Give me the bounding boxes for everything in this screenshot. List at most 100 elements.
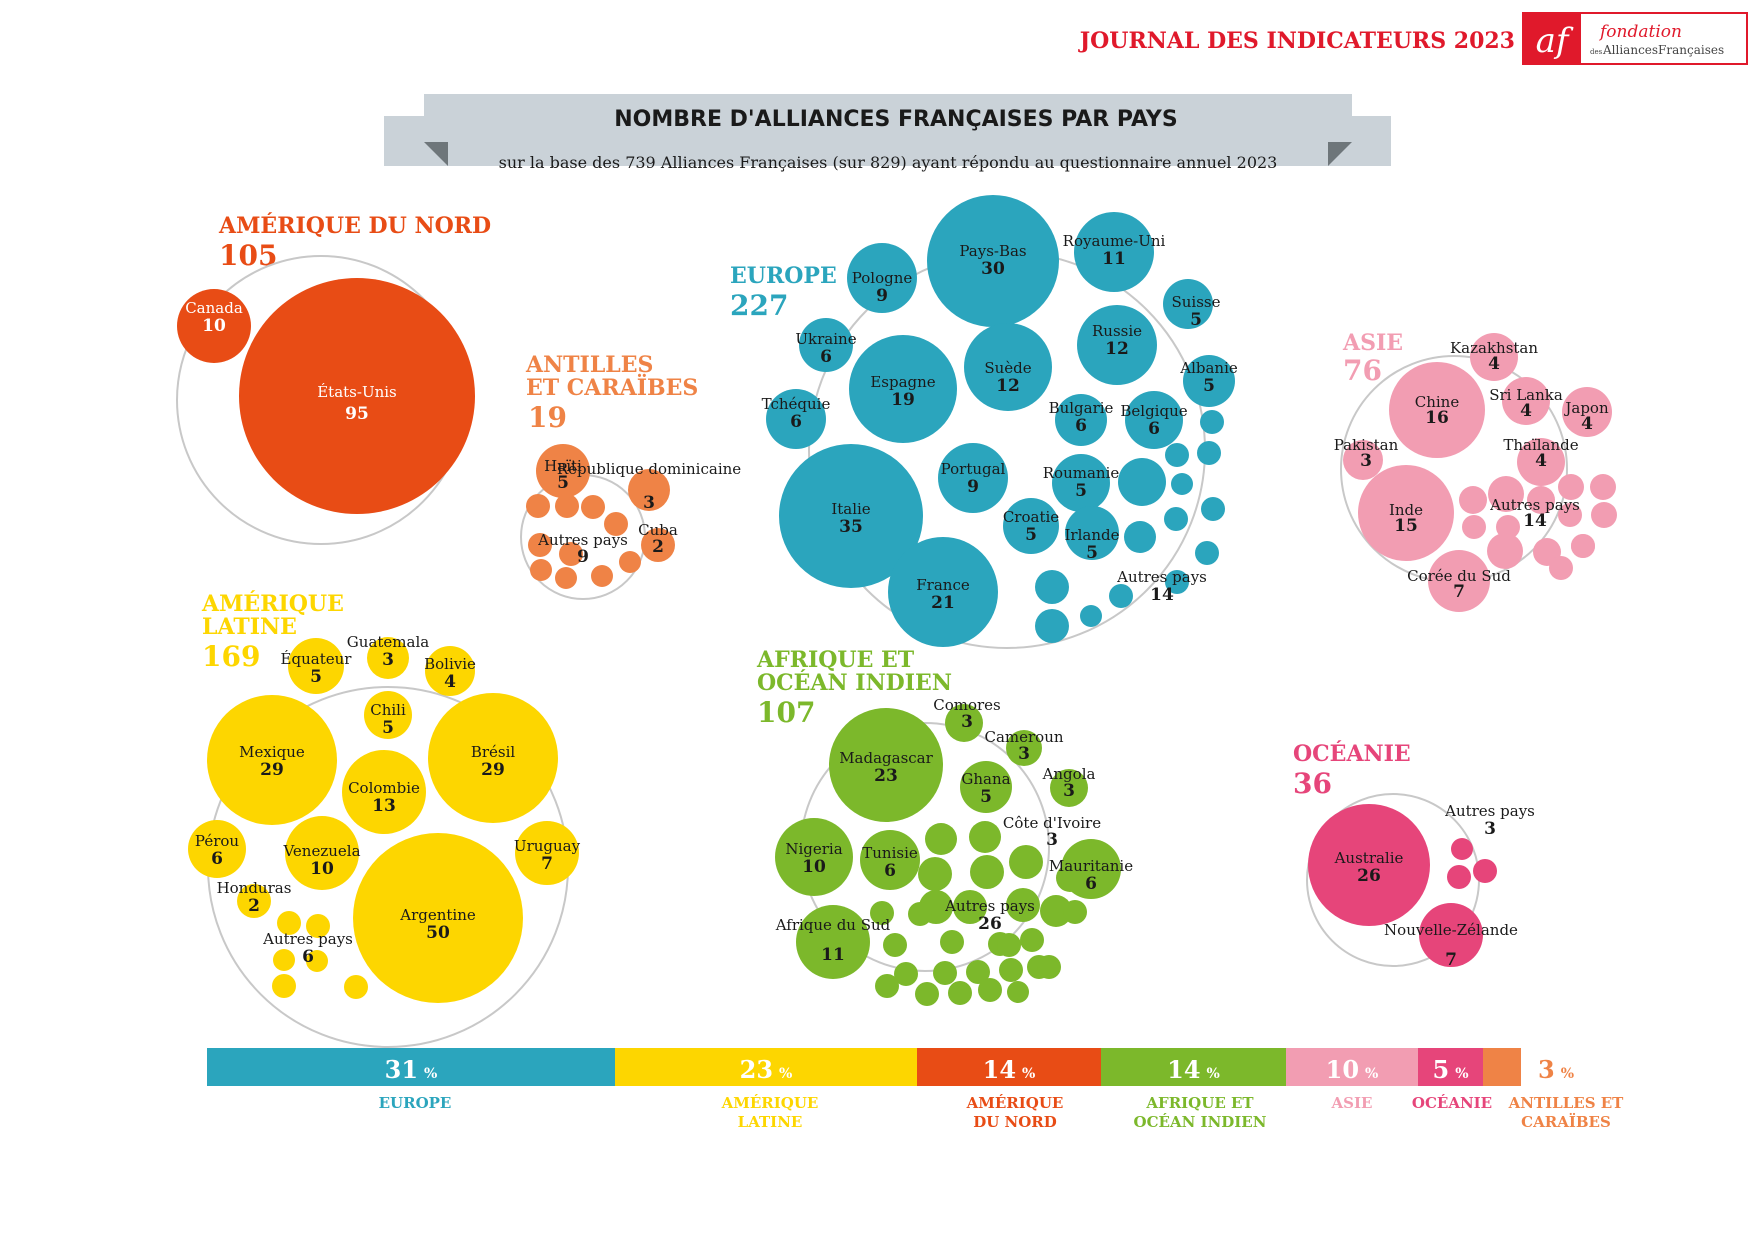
country-value: 6 [884,861,896,881]
country-label: Colombie [348,779,420,797]
share-label-line: OCÉAN INDIEN [1134,1113,1267,1131]
share-percent-unit: % [1365,1066,1378,1082]
country-bubble [938,443,1008,513]
autres-pays-dot [1558,503,1582,527]
country-value: 5 [1075,481,1087,501]
share-segment-antilles [1483,1048,1521,1086]
logo-line2: AlliancesFrançaises [1602,43,1724,57]
country-value: 9 [876,286,888,306]
country-bubble [536,444,590,498]
country-label: Roumanie [1043,464,1120,482]
autres-pays-dot [1488,476,1524,512]
region-total-oceanie: 36 [1293,767,1332,800]
autres-pays-dot [1197,441,1221,465]
autres-pays-dot [530,559,552,581]
share-label-line: LATINE [738,1113,803,1131]
country-label: Tchéquie [762,395,831,413]
country-value: 6 [820,347,832,367]
country-value: 11 [1102,249,1126,269]
country-label: États-Unis [317,383,397,401]
autres-pays-dot [1558,474,1584,500]
region-total-asie: 76 [1343,354,1382,387]
country-value: 35 [839,517,863,537]
country-value: 7 [1453,582,1465,602]
region-name-line: ANTILLES [525,352,653,378]
country-value: 2 [652,537,664,557]
autres-pays-dot [953,890,987,924]
country-label: Pérou [195,832,239,850]
country-value: 3 [961,712,973,732]
region-headings: AMÉRIQUE DU NORD 105 ANTILLES ET CARAÏBES… [201,212,1411,800]
autres-pays-dot [273,949,295,971]
country-value: 4 [444,672,456,692]
autres-pays-dot [581,495,605,519]
share-label-line: AMÉRIQUE [966,1094,1064,1112]
share-percent-unit: % [779,1066,792,1082]
share-percent-value: 14 [983,1055,1016,1084]
logo-line2-small: des [1590,48,1603,56]
autres-pays-dot [918,857,952,891]
autres-pays-dot [933,961,957,985]
country-label: Portugal [941,460,1006,478]
autres-pays-dot [870,901,894,925]
autres-pays-dot [559,542,583,566]
region-name-line: LATINE [202,614,297,640]
autres-pays-dot [1020,928,1044,952]
country-label: Brésil [471,743,516,761]
share-segment-oceanie [1418,1048,1483,1086]
logo: af fondation des AlliancesFrançaises [1522,12,1748,65]
bubbles [177,195,1617,1006]
share-segment-asie [1286,1048,1418,1086]
share-label-line: ANTILLES ET [1508,1094,1625,1112]
autres-pays-dot [915,982,939,1006]
country-value: 21 [931,593,955,613]
country-bubble [779,444,923,588]
country-bubble [775,818,853,896]
banner-fold-right [1328,142,1352,166]
country-bubble [960,761,1012,813]
country-label: Ukraine [795,330,856,348]
region-name-line: EUROPE [730,263,837,289]
autres-pays-dot [528,533,552,557]
autres-pays-dot [1007,981,1029,1003]
region-total-amerique-nord: 105 [219,239,277,272]
country-value: 5 [1086,543,1098,563]
country-bubble [1055,394,1107,446]
region-name-line: ET CARAÏBES [526,373,698,401]
autres-pays-dot [1037,955,1061,979]
country-value: 14 [1150,585,1174,605]
share-percent-value: 3 [1538,1055,1555,1084]
share-percent: 31% [385,1055,438,1084]
country-value: 3 [1484,819,1496,839]
country-value: 26 [978,914,1002,934]
country-value: 50 [426,923,450,943]
country-label: Sri Lanka [1489,386,1563,404]
country-label: Afrique du Sud [775,916,891,934]
country-label: Autres pays [262,930,353,948]
country-label: Haïti [544,457,582,475]
country-value: 6 [211,849,223,869]
country-label: Irlande [1065,526,1120,544]
country-bubble [888,537,998,647]
autres-pays-dot [1040,895,1072,927]
country-value: 7 [541,854,553,874]
country-bubble [285,816,359,890]
country-bubble [237,884,271,918]
autres-pays-dot [1473,859,1497,883]
country-value: 4 [1581,414,1593,434]
autres-pays-dot [1165,570,1189,594]
autres-pays-dot [591,565,613,587]
country-label: Madagascar [839,749,933,767]
region-name-line: OCÉAN INDIEN [757,669,952,696]
share-percent-value: 14 [1167,1055,1200,1084]
country-bubble [1358,465,1454,561]
share-segment-amerique_nord [917,1048,1101,1086]
country-label: Bulgarie [1049,399,1114,417]
country-bubble [515,821,579,885]
country-label: Royaume-Uni [1063,232,1166,250]
country-value: 26 [1357,866,1381,886]
page-title: NOMBRE D'ALLIANCES FRANÇAISES PAR PAYS [614,107,1177,132]
country-bubble [1308,804,1430,926]
region-name-line: AMÉRIQUE DU NORD [218,212,491,239]
